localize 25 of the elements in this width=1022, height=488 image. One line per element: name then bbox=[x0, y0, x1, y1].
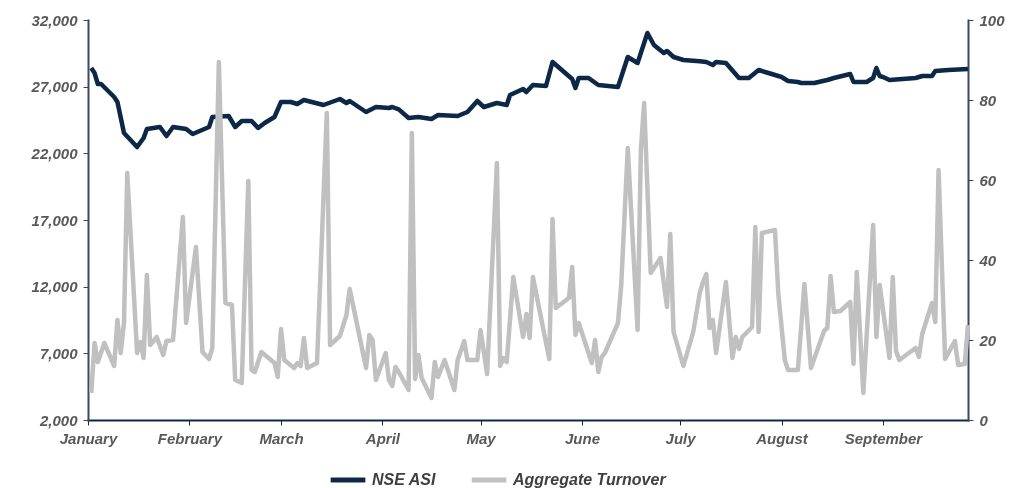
y2-tick-label: 0 bbox=[979, 411, 989, 429]
x-tick-label: May bbox=[466, 429, 497, 447]
y2-tick-label: 80 bbox=[979, 91, 997, 109]
x-tick-label: January bbox=[59, 429, 118, 447]
y-tick-label: 22,000 bbox=[30, 144, 79, 162]
legend-label: NSE ASI bbox=[372, 471, 436, 488]
line-series bbox=[89, 30, 971, 150]
x-tick-label: June bbox=[564, 429, 600, 447]
x-tick-label: April bbox=[364, 429, 401, 447]
y-tick-label: 7,000 bbox=[39, 344, 79, 362]
x-tick-label: September bbox=[844, 429, 924, 447]
y-tick-label: 27,000 bbox=[30, 78, 79, 96]
y2-tick-label: 100 bbox=[979, 11, 1006, 29]
x-tick-label: February bbox=[157, 429, 223, 447]
y-tick-label: 32,000 bbox=[31, 11, 79, 29]
y-tick-label: 2,000 bbox=[38, 411, 79, 429]
y2-tick-label: 60 bbox=[979, 171, 997, 189]
x-tick-label: August bbox=[755, 429, 809, 447]
y-tick-label: 12,000 bbox=[31, 278, 79, 296]
y-tick-label: 17,000 bbox=[31, 211, 79, 229]
legend-label: Aggregate Turnover bbox=[512, 471, 667, 488]
x-tick-label: March bbox=[259, 429, 304, 447]
y2-tick-label: 20 bbox=[978, 331, 997, 349]
x-tick-label: July bbox=[665, 429, 697, 447]
y2-tick-label: 40 bbox=[978, 251, 997, 269]
